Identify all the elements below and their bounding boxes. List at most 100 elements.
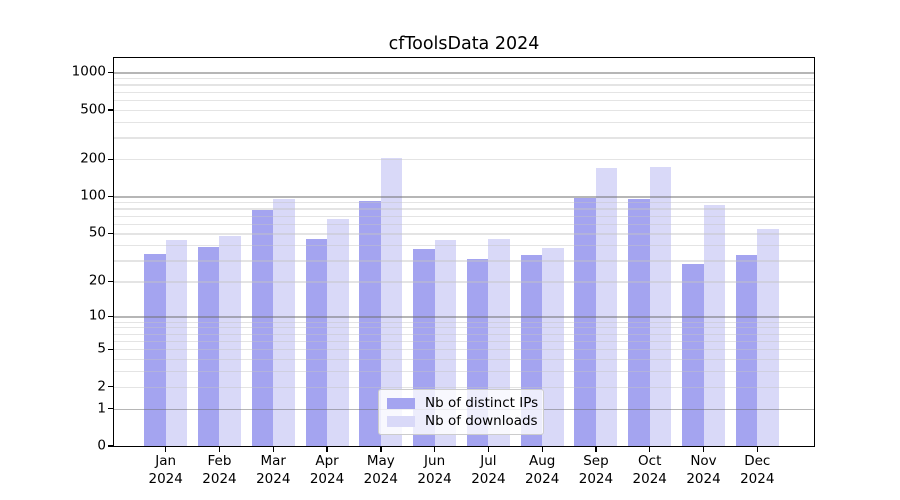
y-axis-tick-label: 1 <box>97 399 106 416</box>
x-axis-tick-label: Jul 2024 <box>471 453 506 487</box>
x-axis-tick-mark <box>272 447 274 452</box>
legend-label: Nb of distinct IPs <box>425 395 539 411</box>
x-axis-tick-mark <box>487 447 490 452</box>
minor-gridline <box>114 333 814 335</box>
y-axis-tick-mark <box>108 232 113 235</box>
bar-downloads-apr <box>327 219 349 446</box>
minor-gridline <box>114 91 814 93</box>
minor-gridline <box>114 223 814 225</box>
y-axis-tick-label: 10 <box>88 307 106 324</box>
y-axis-tick-mark <box>108 71 113 74</box>
minor-gridline <box>114 215 814 217</box>
bar-downloads-aug <box>542 247 564 446</box>
x-axis-tick-mark <box>756 447 758 452</box>
minor-gridline <box>114 109 814 112</box>
y-axis-tick-mark <box>108 385 113 388</box>
legend-label: Nb of downloads <box>425 412 538 429</box>
major-gridline <box>114 72 814 74</box>
minor-gridline <box>114 137 814 139</box>
x-axis-tick-mark <box>218 447 221 452</box>
bar-downloads-nov <box>703 205 725 446</box>
minor-gridline <box>114 321 814 323</box>
y-axis-tick-mark <box>108 280 113 283</box>
y-axis-tick-mark <box>108 195 113 198</box>
bar-distinct-ips-may <box>359 200 381 446</box>
y-axis-tick-label: 5 <box>97 340 106 357</box>
y-axis-tick-mark <box>108 348 113 350</box>
x-axis-tick-label: Oct 2024 <box>632 453 667 487</box>
x-axis-tick-mark <box>434 447 436 452</box>
minor-gridline <box>114 245 814 247</box>
x-axis-tick-label: Jan 2024 <box>148 453 183 487</box>
bar-downloads-may <box>380 158 403 446</box>
legend-swatch-downloads <box>387 415 415 427</box>
y-axis-tick-label: 100 <box>80 187 106 204</box>
x-axis-tick-label: Dec 2024 <box>740 453 775 487</box>
x-axis-tick-label: Mar 2024 <box>256 453 291 487</box>
major-gridline <box>114 316 814 318</box>
x-axis-tick-mark <box>380 447 382 452</box>
x-axis-tick-mark <box>649 447 651 452</box>
bar-downloads-feb <box>219 235 241 446</box>
minor-gridline <box>114 340 814 342</box>
bar-downloads-jan <box>165 240 188 446</box>
minor-gridline <box>114 358 814 361</box>
bar-downloads-mar <box>273 198 295 446</box>
bar-distinct-ips-feb <box>197 246 220 446</box>
x-axis-tick-label: May 2024 <box>363 453 398 487</box>
y-axis-tick-label: 1000 <box>71 63 106 80</box>
minor-gridline <box>114 327 814 329</box>
y-axis-tick-mark <box>108 315 113 318</box>
minor-gridline <box>114 78 814 80</box>
bar-distinct-ips-mar <box>251 209 274 446</box>
minor-gridline <box>114 100 814 102</box>
bar-downloads-oct <box>649 167 672 446</box>
minor-gridline <box>114 84 814 86</box>
minor-gridline <box>114 386 814 388</box>
bar-downloads-sep <box>595 167 618 446</box>
bar-distinct-ips-oct <box>628 199 650 446</box>
y-axis-tick-label: 200 <box>80 150 106 167</box>
y-axis-tick-mark <box>108 109 113 111</box>
minor-gridline <box>114 159 814 161</box>
minor-gridline <box>114 202 814 204</box>
plot-area <box>113 57 815 447</box>
y-axis-tick-label: 500 <box>80 101 106 118</box>
y-axis-tick-mark <box>108 407 113 410</box>
x-axis-tick-mark <box>702 447 705 452</box>
bar-distinct-ips-nov <box>682 263 704 446</box>
legend: Nb of distinct IPs Nb of downloads <box>378 389 544 435</box>
bar-downloads-dec <box>757 229 779 446</box>
y-axis-tick-mark <box>108 445 113 447</box>
x-axis-tick-label: Sep 2024 <box>578 453 614 487</box>
legend-row: Nb of distinct IPs <box>387 395 539 411</box>
y-axis-tick-label: 0 <box>97 437 106 454</box>
x-axis-tick-label: Aug 2024 <box>524 453 560 487</box>
minor-gridline <box>114 121 814 124</box>
x-axis-tick-mark <box>595 447 597 452</box>
chart-title: cfToolsData 2024 <box>388 34 540 54</box>
legend-row: Nb of downloads <box>387 412 538 429</box>
minor-gridline <box>114 260 814 262</box>
y-axis-tick-label: 50 <box>88 224 106 241</box>
x-axis-tick-label: Apr 2024 <box>309 453 345 487</box>
bar-distinct-ips-dec <box>735 255 758 446</box>
minor-gridline <box>114 281 814 283</box>
y-axis-tick-label: 20 <box>88 272 106 289</box>
x-axis-tick-mark <box>165 447 167 452</box>
minor-gridline <box>114 349 814 351</box>
y-axis-tick-mark <box>108 158 113 160</box>
x-axis-tick-label: Feb 2024 <box>202 453 237 487</box>
minor-gridline <box>114 208 814 210</box>
legend-swatch-distinct-ips <box>387 398 415 410</box>
bar-distinct-ips-sep <box>574 198 596 446</box>
minor-gridline <box>114 371 814 373</box>
x-axis-tick-label: Nov 2024 <box>686 453 721 487</box>
major-gridline <box>114 196 814 198</box>
x-axis-tick-label: Jun 2024 <box>417 453 452 487</box>
minor-gridline <box>114 233 814 235</box>
bar-distinct-ips-apr <box>305 238 328 446</box>
x-axis-tick-mark <box>541 447 543 452</box>
x-axis-tick-mark <box>326 447 328 452</box>
